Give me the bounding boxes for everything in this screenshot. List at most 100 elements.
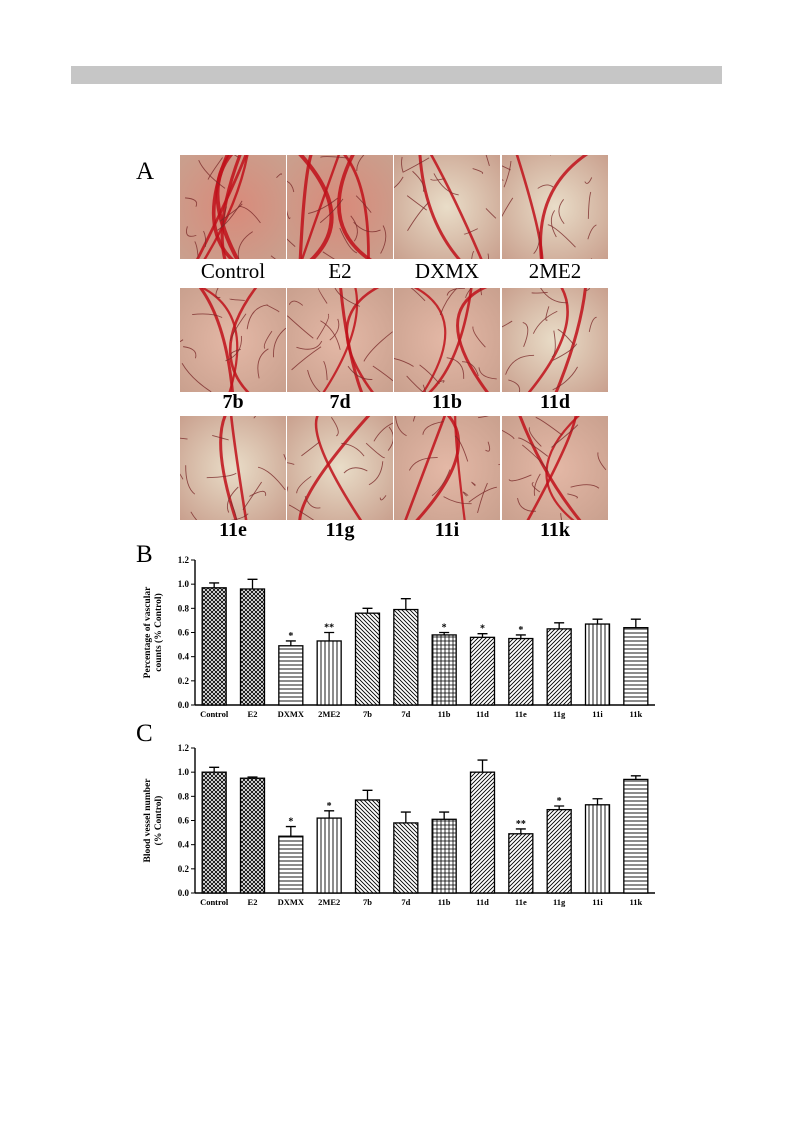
cam-photo-label: 11d — [539, 391, 571, 413]
bar-11g — [546, 808, 572, 894]
bar-11d — [469, 771, 496, 894]
x-tick-label: 11i — [592, 709, 603, 719]
bar-7b — [354, 799, 381, 894]
x-tick-label: 2ME2 — [318, 897, 340, 907]
error-bar — [515, 634, 526, 639]
x-tick-label: 11e — [515, 709, 527, 719]
bar-dxmx — [278, 835, 304, 894]
error-bar — [285, 640, 296, 646]
panel-letter-c: C — [136, 720, 153, 747]
x-tick-label: DXMX — [278, 709, 305, 719]
bar-2me2 — [316, 640, 342, 706]
cam-photo-image — [502, 288, 608, 392]
error-bar — [554, 622, 565, 629]
chart-blood-vessel-number: Blood vessel number(% Control) 0.0 0.2 0.4 0… — [140, 740, 660, 915]
error-bar — [324, 810, 335, 819]
bar-11k — [623, 778, 649, 894]
cam-photo-label: 7b — [222, 391, 244, 413]
x-tick-label: DXMX — [278, 897, 305, 907]
bar-11g — [546, 628, 572, 706]
x-tick-label: 7b — [363, 709, 372, 719]
cam-photo-image — [180, 288, 286, 392]
significance-marker: * — [288, 817, 293, 828]
x-tick-label: 11b — [438, 709, 451, 719]
error-bar — [477, 759, 488, 773]
error-bar — [247, 578, 258, 589]
bar-7d — [393, 608, 419, 706]
y-tick-label: 0.6 — [178, 628, 190, 638]
cam-photo-image — [502, 155, 608, 259]
bar-11e — [508, 833, 534, 894]
y-tick-label: 1.0 — [178, 579, 190, 589]
cam-photo-dxmx — [394, 155, 500, 259]
cam-photo-image — [287, 288, 393, 392]
x-tick-label: 7b — [363, 897, 372, 907]
significance-marker: * — [327, 801, 332, 812]
bar-e2 — [239, 588, 266, 706]
cam-photo-image — [287, 416, 393, 520]
cam-photo-11g — [287, 416, 393, 520]
cam-photo-11b — [394, 288, 500, 392]
cam-photo-11k — [502, 416, 608, 520]
chart-vascular-counts-svg: Percentage of vascularcounts (% Control)… — [143, 555, 655, 719]
x-tick-label: 11g — [553, 709, 566, 719]
error-bar — [554, 805, 565, 810]
cam-photo-e2 — [287, 155, 393, 259]
error-bar — [247, 776, 258, 779]
x-tick-label: 11e — [515, 897, 527, 907]
x-tick-label: Control — [200, 709, 229, 719]
cam-photo-image — [394, 288, 500, 392]
cam-photo-label: 11i — [434, 519, 460, 541]
bar-11b — [431, 634, 457, 706]
x-tick-label: 7d — [401, 897, 410, 907]
y-tick-label: 0.6 — [178, 816, 190, 826]
significance-marker: * — [518, 625, 523, 636]
y-tick-label: 1.2 — [178, 743, 190, 753]
error-bar — [515, 828, 526, 834]
bar-11i — [584, 623, 611, 706]
chart-vascular-counts: Percentage of vascularcounts (% Control)… — [140, 552, 660, 727]
error-bar — [400, 811, 411, 823]
bar-control — [201, 771, 227, 894]
y-tick-label: 0.2 — [178, 864, 190, 874]
significance-marker: * — [442, 623, 447, 634]
x-tick-label: 11k — [629, 709, 642, 719]
cam-photo-11e — [180, 416, 286, 520]
cam-photo-7b — [180, 288, 286, 392]
header-bar — [71, 66, 722, 84]
bar-11k — [623, 627, 649, 706]
bar-11i — [584, 804, 611, 894]
cam-photo-label: E2 — [328, 259, 352, 283]
x-tick-label: 7d — [401, 709, 410, 719]
y-axis-label: Percentage of vascularcounts (% Control) — [143, 586, 164, 678]
significance-marker: * — [288, 631, 293, 642]
x-tick-label: 11d — [476, 897, 489, 907]
significance-marker: * — [480, 624, 485, 635]
error-bar — [209, 582, 220, 588]
y-tick-label: 0.0 — [178, 888, 190, 898]
cam-photo-7d — [287, 288, 393, 392]
cam-photo-label: 11g — [325, 519, 355, 541]
bar-11d — [469, 636, 496, 706]
cam-photo-11i — [394, 416, 500, 520]
y-axis-label: Blood vessel number(% Control) — [143, 778, 164, 863]
cam-photo-label: 2ME2 — [528, 259, 582, 283]
bar-2me2 — [316, 817, 342, 894]
x-tick-label: 11k — [629, 897, 642, 907]
x-tick-label: E2 — [248, 897, 258, 907]
y-tick-label: 1.2 — [178, 555, 190, 565]
y-tick-label: 0.4 — [178, 652, 190, 662]
x-tick-label: 11b — [438, 897, 451, 907]
cam-photo-label: 11e — [219, 519, 247, 541]
bar-dxmx — [278, 645, 304, 706]
cam-photo-label: 11b — [431, 391, 463, 413]
cam-photo-label: 7d — [329, 391, 351, 413]
cam-photo-control — [180, 155, 286, 259]
cam-photo-label: Control — [200, 259, 266, 283]
bar-11b — [431, 818, 457, 894]
cam-photo-image — [502, 416, 608, 520]
error-bar — [209, 766, 220, 773]
cam-photo-label: 11k — [539, 519, 571, 541]
chart-blood-vessel-number-svg: Blood vessel number(% Control) 0.0 0.2 0.4 0… — [143, 743, 655, 907]
y-tick-label: 0.4 — [178, 840, 190, 850]
